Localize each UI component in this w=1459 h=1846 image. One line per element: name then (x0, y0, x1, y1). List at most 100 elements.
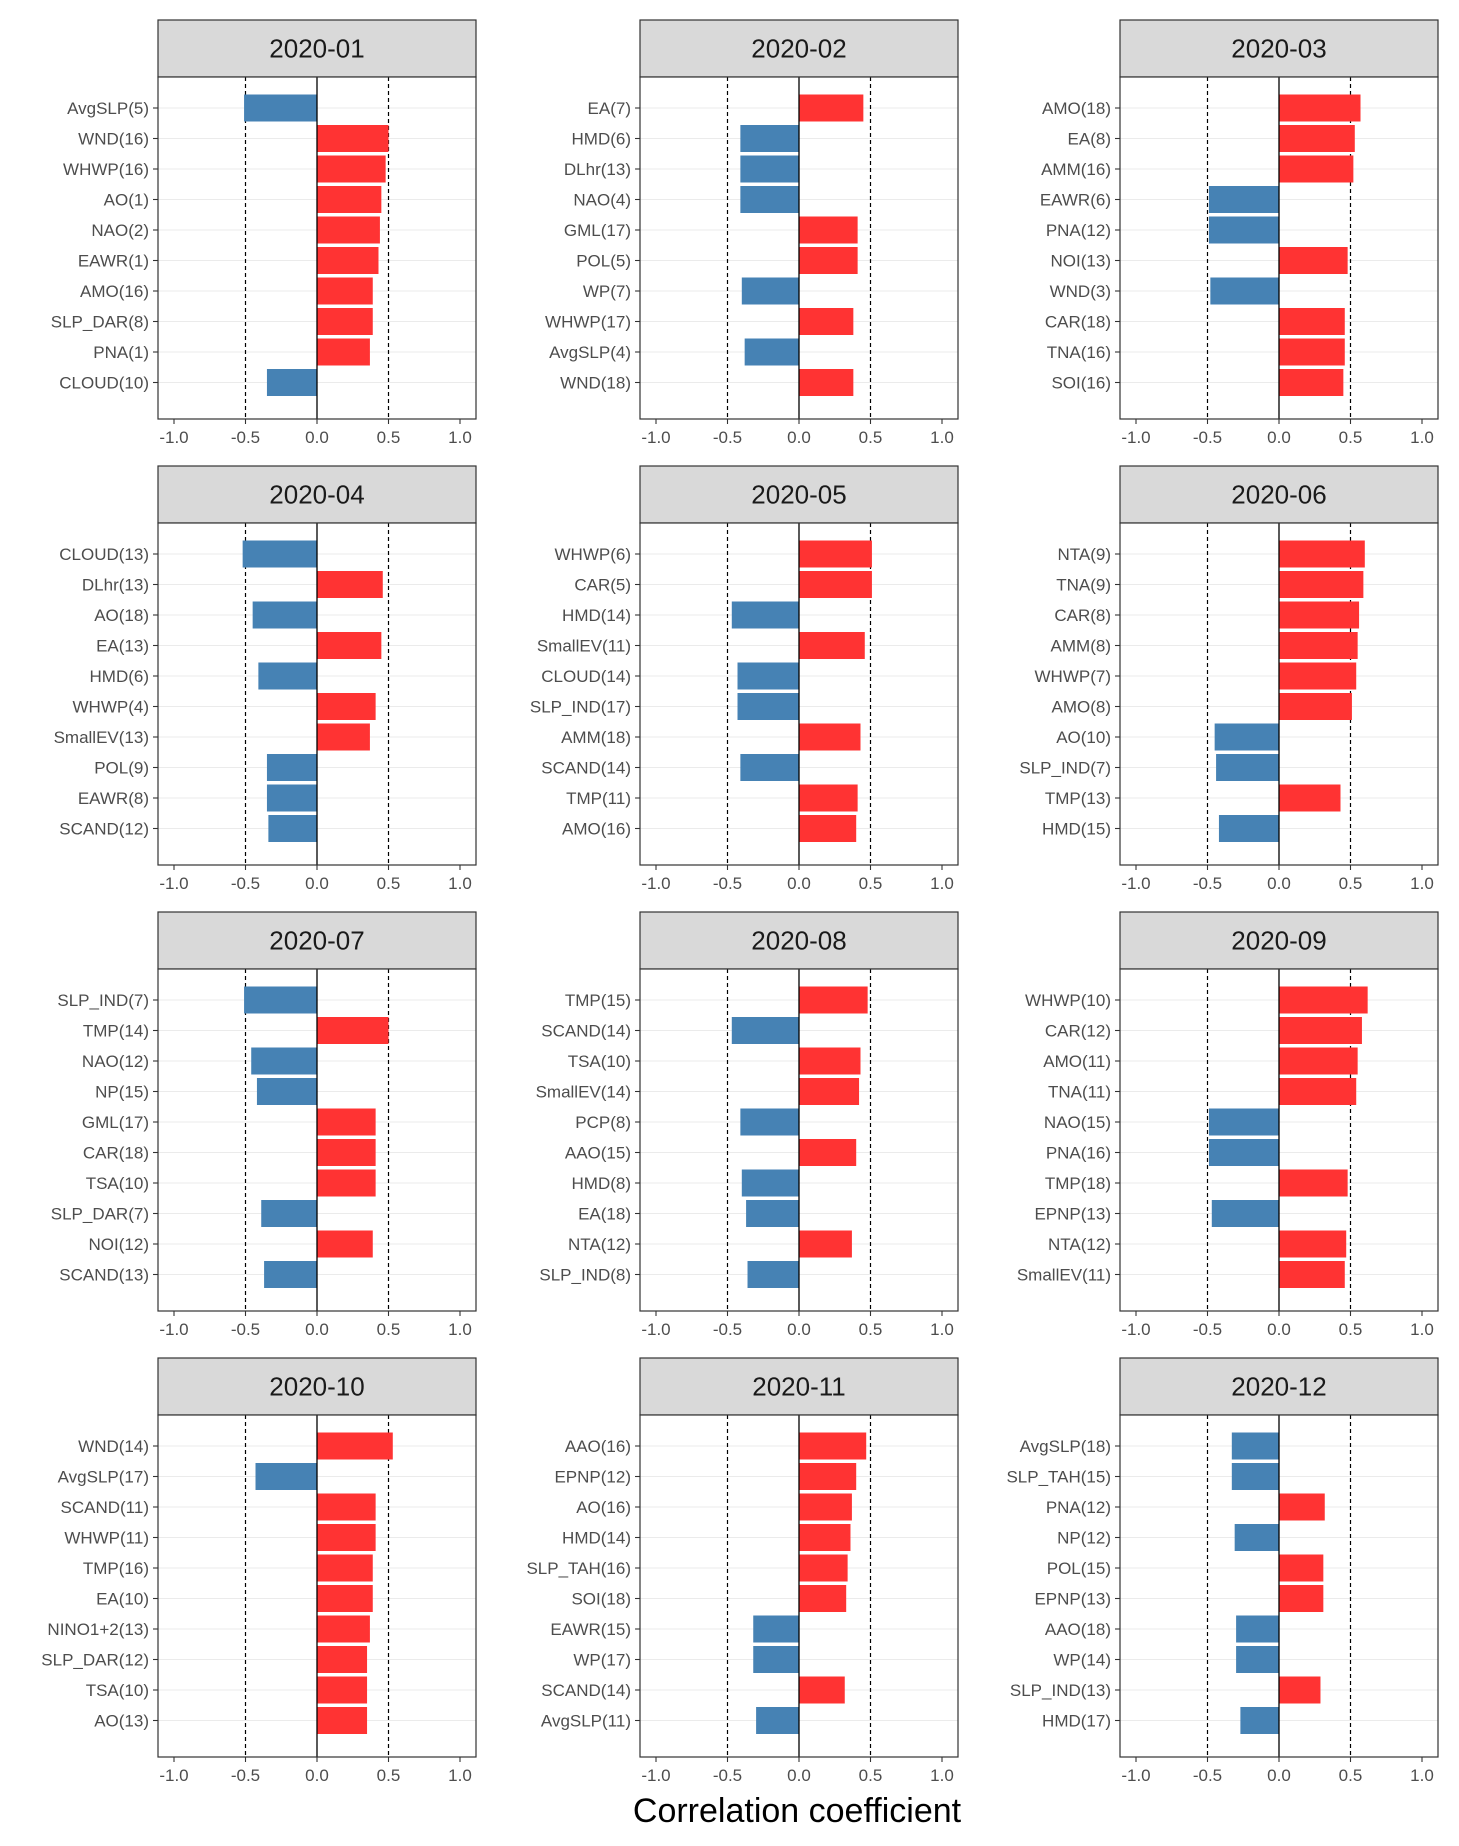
bar-EAWR(1) (317, 247, 379, 274)
category-label: DLhr(13) (564, 160, 631, 179)
panel-strip (157, 911, 477, 970)
x-tick-label: 0.0 (787, 428, 811, 447)
bar-TNA(11) (1279, 1078, 1357, 1105)
category-label: AMM(16) (1041, 160, 1111, 179)
category-label: CLOUD(10) (59, 374, 149, 393)
bar-CLOUD(13) (242, 540, 317, 568)
category-label: SmallEV(11) (1017, 1266, 1111, 1285)
category-label: HMD(15) (1042, 820, 1111, 839)
category-label: WHWP(7) (1035, 667, 1111, 686)
bar-SOI(16) (1279, 369, 1344, 396)
x-tick-label: 0.5 (1339, 1766, 1363, 1785)
bar-GML(17) (799, 216, 858, 244)
x-tick-label: 0.0 (787, 874, 811, 893)
x-tick-label: 0.5 (377, 428, 401, 447)
category-label: SLP_DAR(12) (41, 1651, 149, 1670)
bar-CAR(18) (1279, 308, 1345, 335)
panel-strip (157, 465, 477, 524)
panel-title: 2020-09 (1231, 926, 1326, 956)
x-tick-label: 0.0 (787, 1766, 811, 1785)
category-label: AAO(18) (1045, 1620, 1111, 1639)
bar-SCAND(14) (740, 754, 799, 781)
bar-CLOUD(10) (266, 369, 317, 396)
panel-title: 2020-12 (1231, 1372, 1326, 1402)
panel-title: 2020-05 (751, 480, 846, 510)
x-tick-label: 0.5 (1339, 428, 1363, 447)
category-label: SLP_IND(7) (1019, 759, 1111, 778)
bar-SLP_IND(7) (1216, 754, 1279, 781)
category-label: SCAND(11) (61, 1498, 149, 1517)
panel-title: 2020-08 (751, 926, 846, 956)
x-tick-label: -0.5 (1193, 874, 1222, 893)
category-label: NP(15) (95, 1083, 149, 1102)
category-label: GML(17) (82, 1113, 149, 1132)
x-tick-label: 1.0 (448, 874, 472, 893)
bar-TNA(16) (1279, 338, 1345, 366)
bar-WHWP(16) (317, 155, 386, 183)
x-tick-label: 0.0 (305, 428, 329, 447)
bar-TSA(10) (317, 1676, 368, 1704)
bar-EAWR(15) (753, 1615, 799, 1643)
category-label: AMO(11) (1043, 1052, 1111, 1071)
bar-WND(3) (1210, 277, 1279, 305)
panel-title: 2020-01 (269, 34, 364, 64)
category-label: EPNP(13) (1034, 1205, 1111, 1224)
x-tick-label: 0.5 (859, 428, 883, 447)
category-label: SOI(16) (1051, 374, 1111, 393)
x-tick-label: 1.0 (1410, 1766, 1434, 1785)
x-tick-label: -1.0 (1121, 874, 1150, 893)
category-label: HMD(14) (562, 606, 631, 625)
bar-CAR(8) (1279, 601, 1360, 629)
bar-POL(15) (1279, 1554, 1324, 1582)
category-label: SCAND(14) (541, 1022, 631, 1041)
category-label: POL(15) (1047, 1559, 1111, 1578)
x-tick-label: 1.0 (930, 1320, 954, 1339)
bar-WHWP(17) (799, 308, 854, 335)
bar-HMD(8) (741, 1169, 799, 1197)
bar-AvgSLP(18) (1231, 1432, 1279, 1460)
category-label: SmallEV(14) (536, 1083, 631, 1102)
bar-EAWR(8) (266, 784, 317, 812)
category-label: WHWP(10) (1025, 991, 1111, 1010)
x-tick-label: -0.5 (231, 874, 260, 893)
x-tick-label: -1.0 (641, 1320, 670, 1339)
panels-layer: 2020-01 AvgSLP(5) WND(16) WHWP(16) AO(1) NAO(… (41, 19, 1439, 1785)
bar-SCAND(14) (799, 1676, 845, 1704)
x-tick-label: 0.0 (305, 1766, 329, 1785)
bar-TMP(13) (1279, 784, 1341, 812)
category-label: HMD(17) (1042, 1712, 1111, 1731)
category-label: WHWP(11) (64, 1529, 149, 1548)
bar-AO(16) (799, 1493, 852, 1521)
panel-2020-03: 2020-03 AMO(18) EA(8) AMM(16) EAWR(6) PNA(12)… (1040, 19, 1439, 447)
x-tick-label: -1.0 (1121, 1766, 1150, 1785)
x-tick-label: 1.0 (448, 1320, 472, 1339)
bar-HMD(6) (258, 662, 317, 690)
bar-AAO(16) (799, 1432, 867, 1460)
bar-AMO(16) (799, 815, 857, 842)
bar-SmallEV(13) (317, 723, 370, 751)
category-label: HMD(8) (572, 1174, 632, 1193)
category-label: SCAND(12) (59, 820, 149, 839)
x-tick-label: -0.5 (231, 1766, 260, 1785)
category-label: AAO(15) (565, 1144, 631, 1163)
category-label: CAR(8) (1054, 606, 1111, 625)
x-tick-label: -1.0 (159, 428, 188, 447)
bar-AO(13) (317, 1707, 368, 1734)
panel-strip (639, 911, 959, 970)
category-label: EAWR(15) (550, 1620, 631, 1639)
bar-DLhr(13) (740, 155, 799, 183)
x-tick-label: 0.0 (1267, 428, 1291, 447)
category-label: TMP(13) (1045, 789, 1111, 808)
bar-CAR(12) (1279, 1017, 1362, 1044)
bar-EPNP(13) (1279, 1585, 1324, 1612)
bar-TMP(16) (317, 1554, 373, 1582)
category-label: TNA(11) (1048, 1083, 1111, 1102)
bar-SLP_DAR(12) (317, 1646, 368, 1673)
bar-WHWP(4) (317, 693, 376, 720)
category-label: SCAND(13) (59, 1266, 149, 1285)
bar-EAWR(6) (1208, 186, 1279, 213)
x-tick-label: -1.0 (1121, 428, 1150, 447)
bar-HMD(6) (740, 125, 799, 152)
bar-AMO(11) (1279, 1047, 1358, 1075)
category-label: SLP_TAH(15) (1006, 1468, 1111, 1487)
